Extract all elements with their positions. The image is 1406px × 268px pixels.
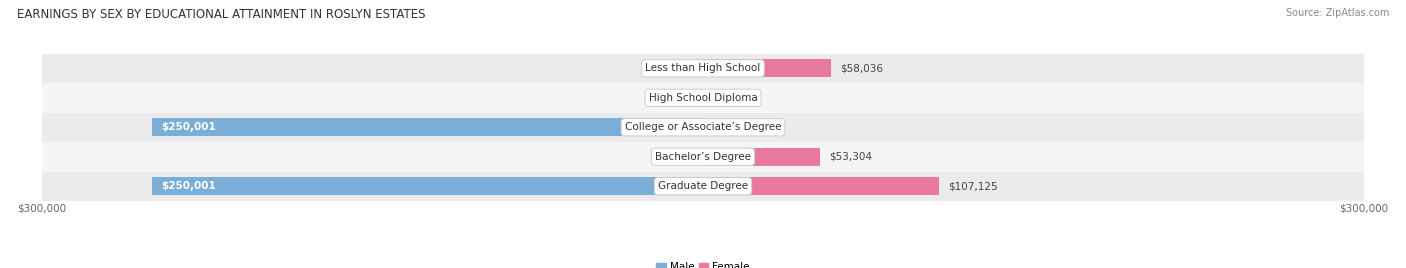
Text: $0: $0 — [672, 63, 685, 73]
Bar — [152, 118, 703, 136]
Text: Source: ZipAtlas.com: Source: ZipAtlas.com — [1285, 8, 1389, 18]
Bar — [42, 113, 1364, 142]
Legend: Male, Female: Male, Female — [657, 262, 749, 268]
Text: $107,125: $107,125 — [948, 181, 997, 191]
Bar — [42, 83, 1364, 113]
Bar — [42, 142, 1364, 172]
Text: $250,001: $250,001 — [162, 122, 217, 132]
Bar — [42, 54, 1364, 83]
Bar — [703, 59, 831, 77]
Text: EARNINGS BY SEX BY EDUCATIONAL ATTAINMENT IN ROSLYN ESTATES: EARNINGS BY SEX BY EDUCATIONAL ATTAINMEN… — [17, 8, 426, 21]
Bar — [42, 172, 1364, 201]
Text: High School Diploma: High School Diploma — [648, 93, 758, 103]
Text: College or Associate’s Degree: College or Associate’s Degree — [624, 122, 782, 132]
Text: Bachelor’s Degree: Bachelor’s Degree — [655, 152, 751, 162]
Text: $53,304: $53,304 — [830, 152, 872, 162]
Text: $0: $0 — [721, 122, 734, 132]
Text: $0: $0 — [672, 152, 685, 162]
Bar — [703, 177, 939, 195]
Text: $0: $0 — [672, 93, 685, 103]
Text: Less than High School: Less than High School — [645, 63, 761, 73]
Text: $250,001: $250,001 — [162, 181, 217, 191]
Text: Graduate Degree: Graduate Degree — [658, 181, 748, 191]
Bar — [152, 177, 703, 195]
Text: $58,036: $58,036 — [839, 63, 883, 73]
Text: $0: $0 — [721, 93, 734, 103]
Bar — [703, 148, 821, 166]
